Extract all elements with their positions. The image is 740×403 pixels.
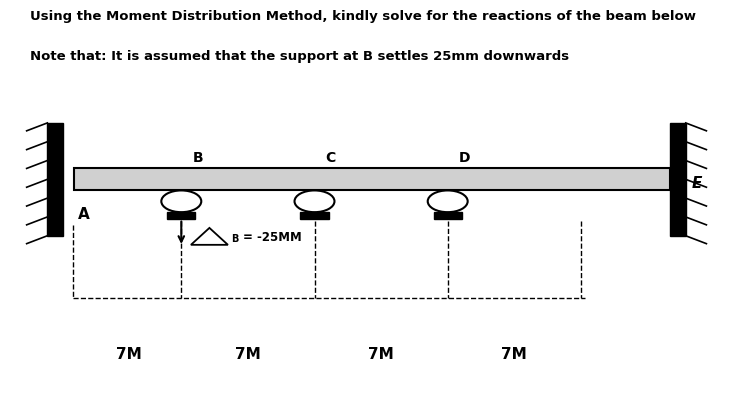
Text: Using the Moment Distribution Method, kindly solve for the reactions of the beam: Using the Moment Distribution Method, ki…: [30, 10, 696, 23]
Text: 7M: 7M: [235, 347, 260, 362]
Bar: [434, 212, 462, 218]
Text: 7M: 7M: [369, 347, 394, 362]
Text: E: E: [692, 176, 702, 191]
Bar: [670, 123, 686, 236]
Text: D: D: [459, 151, 471, 165]
Bar: [74, 168, 670, 190]
Text: C: C: [326, 151, 336, 165]
Text: = -25MM: = -25MM: [243, 231, 301, 244]
Text: B: B: [231, 234, 238, 244]
Bar: [167, 212, 195, 218]
Text: 7M: 7M: [115, 347, 141, 362]
Text: 7M: 7M: [502, 347, 527, 362]
Bar: [300, 212, 329, 218]
Text: Note that: It is assumed that the support at B settles 25mm downwards: Note that: It is assumed that the suppor…: [30, 50, 569, 63]
Text: B: B: [192, 151, 203, 165]
Text: A: A: [78, 206, 90, 222]
Bar: [47, 123, 64, 236]
